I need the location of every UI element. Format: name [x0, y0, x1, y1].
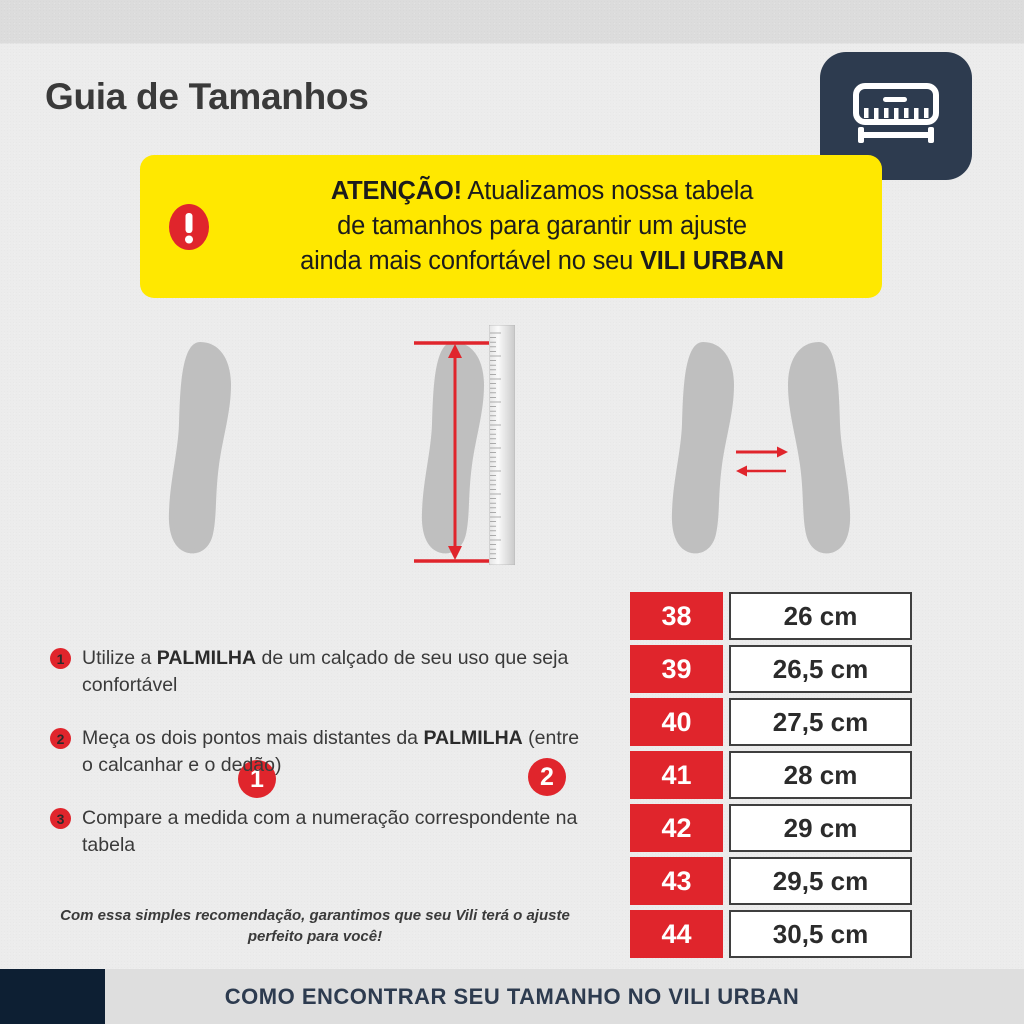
- step-number-3: 3: [50, 808, 71, 829]
- step-text-3: Compare a medida com a numeração corresp…: [82, 805, 580, 859]
- step-2-bold: PALMILHA: [423, 727, 523, 749]
- size-value: 41: [630, 751, 723, 799]
- step-2-pre: Meça os dois pontos mais distantes da: [82, 727, 424, 749]
- footnote: Com essa simples recomendação, garantimo…: [60, 907, 570, 945]
- attention-banner: ATENÇÃO! Atualizamos nossa tabela de tam…: [140, 155, 882, 298]
- footer-accent-block: [0, 969, 105, 1024]
- attention-line3: ainda mais confortável no seu: [300, 247, 640, 275]
- cm-value: 29,5 cm: [729, 857, 912, 905]
- cm-value: 30,5 cm: [729, 910, 912, 958]
- table-row: 38 26 cm: [630, 592, 912, 640]
- step-text-1: Utilize a PALMILHA de um calçado de seu …: [82, 645, 580, 699]
- cm-value: 26 cm: [729, 592, 912, 640]
- exclamation-circle-icon: [166, 201, 212, 253]
- cm-value: 29 cm: [729, 804, 912, 852]
- compare-arrows-icon: [734, 443, 790, 488]
- table-row: 42 29 cm: [630, 804, 912, 852]
- vertical-ruler-icon: [488, 324, 516, 570]
- attention-label: ATENÇÃO!: [330, 177, 462, 205]
- step-text-2: Meça os dois pontos mais distantes da PA…: [82, 725, 580, 779]
- attention-banner-text: ATENÇÃO! Atualizamos nossa tabela de tam…: [224, 174, 882, 279]
- step-number-2: 2: [50, 728, 71, 749]
- page-title: Guia de Tamanhos: [45, 76, 369, 117]
- size-value: 44: [630, 910, 723, 958]
- measurement-arrow-icon: [412, 332, 502, 577]
- diagram-marker-1: 1: [238, 760, 276, 798]
- size-value: 43: [630, 857, 723, 905]
- insole-icon-2: [418, 340, 488, 563]
- table-row: 41 28 cm: [630, 751, 912, 799]
- table-row: 40 27,5 cm: [630, 698, 912, 746]
- ruler-icon: [850, 80, 942, 152]
- list-item: 1 Utilize a PALMILHA de um calçado de se…: [50, 645, 580, 699]
- cm-value: 27,5 cm: [729, 698, 912, 746]
- diagram-marker-2: 2: [528, 758, 566, 796]
- table-row: 44 30,5 cm: [630, 910, 912, 958]
- list-item: 2 Meça os dois pontos mais distantes da …: [50, 725, 580, 779]
- attention-line1: Atualizamos nossa tabela: [461, 177, 754, 205]
- insole-icon-3b: [784, 340, 854, 563]
- footer-bar: COMO ENCONTRAR SEU TAMANHO NO VILI URBAN: [0, 969, 1024, 1024]
- insole-icon-3a: [668, 340, 738, 563]
- brand-name: VILI URBAN: [639, 247, 784, 275]
- step-2-post: (entre o calcanhar e o dedão): [82, 727, 580, 776]
- step-1-post: de um calçado de seu uso que seja confor…: [82, 647, 569, 696]
- size-value: 42: [630, 804, 723, 852]
- section-divider: [222, 572, 842, 576]
- step-number-1: 1: [50, 648, 71, 669]
- step-1-pre: Utilize a: [82, 647, 157, 669]
- size-table: 38 26 cm 39 26,5 cm 40 27,5 cm 41 28 cm …: [630, 592, 912, 963]
- attention-line2: de tamanhos para garantir um ajuste: [337, 212, 747, 240]
- cm-value: 28 cm: [729, 751, 912, 799]
- table-row: 39 26,5 cm: [630, 645, 912, 693]
- diagram-row: 1: [0, 318, 1024, 798]
- footer-text: COMO ENCONTRAR SEU TAMANHO NO VILI URBAN: [224, 983, 800, 1009]
- list-item: 3 Compare a medida com a numeração corre…: [50, 805, 580, 859]
- insole-icon-1: [165, 340, 235, 563]
- size-value: 40: [630, 698, 723, 746]
- table-row: 43 29,5 cm: [630, 857, 912, 905]
- size-value: 38: [630, 592, 723, 640]
- step-1-bold: PALMILHA: [156, 647, 257, 669]
- cm-value: 26,5 cm: [729, 645, 912, 693]
- steps-list: 1 Utilize a PALMILHA de um calçado de se…: [50, 645, 580, 885]
- step-3-pre: Compare a medida com a numeração corresp…: [82, 807, 578, 856]
- size-value: 39: [630, 645, 723, 693]
